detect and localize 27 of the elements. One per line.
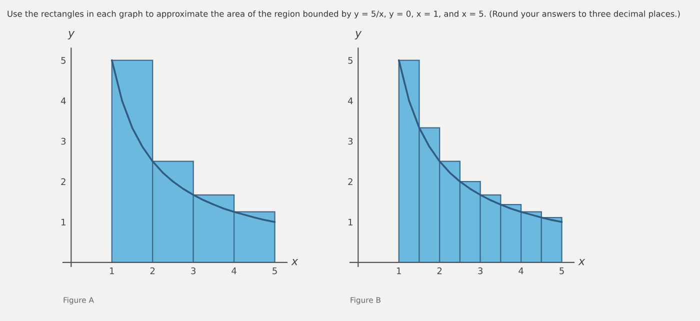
y-tick-label: 5 — [348, 57, 352, 64]
x-tick-label: 2 — [437, 267, 442, 274]
y-tick-label: 4 — [348, 98, 353, 104]
line-series — [398, 59, 563, 223]
x-tick-label: 5 — [560, 268, 564, 274]
y-tick-label: 4 — [60, 98, 66, 104]
y-tick-label: 2 — [61, 178, 66, 185]
x-axis-title: x — [291, 259, 298, 266]
y-axis-title: y — [354, 31, 362, 40]
x-axis-title: x — [578, 259, 586, 266]
x-tick-label: 1 — [396, 268, 401, 274]
y-tick-label: 3 — [61, 138, 66, 145]
y-tick-label: 1 — [62, 218, 66, 226]
y-axis-title: y — [68, 31, 75, 40]
x-tick-label: 4 — [518, 268, 524, 274]
y-tick-label: 5 — [61, 57, 66, 64]
x-tick-label: 4 — [232, 268, 236, 274]
x-tick-label: 5 — [272, 268, 277, 274]
x-tick-label: 3 — [191, 267, 196, 274]
x-tick-label: 1 — [110, 268, 114, 274]
line-series — [110, 59, 276, 223]
text: Use the rectangles in each graph to approximate the area of the region bounded by y = 5/x, y = 0, x = 1, and x = 5. (Round your answers to three decimal places.) — [8, 10, 680, 18]
x-tick-label: 2 — [150, 267, 155, 274]
y-tick-label: 1 — [348, 218, 352, 226]
y-tick-label: 3 — [348, 138, 353, 145]
x-tick-label: 3 — [478, 267, 482, 274]
y-tick-label: 2 — [348, 178, 352, 185]
